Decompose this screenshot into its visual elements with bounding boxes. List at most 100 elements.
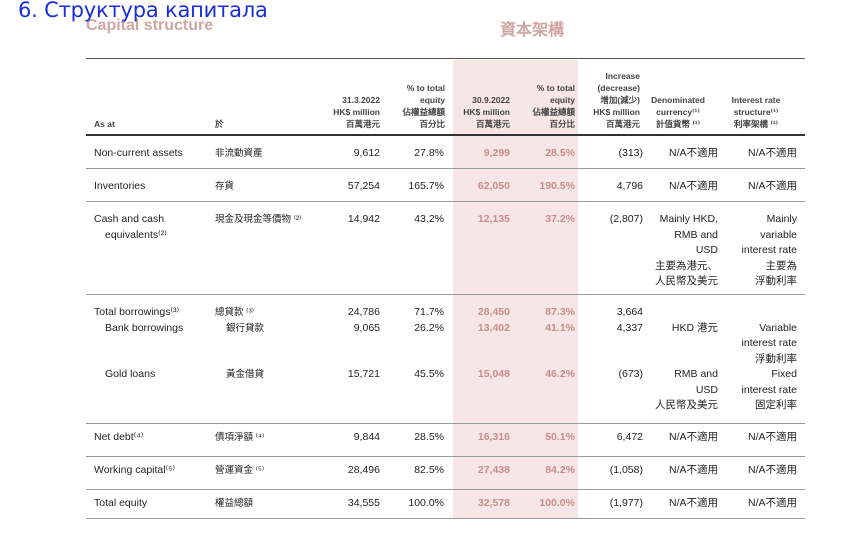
cell-c3: 12,135 — [477, 213, 510, 225]
cell-c4: 37.2% — [545, 213, 575, 225]
cell-en: Total borrowings⁽³⁾ — [94, 306, 180, 318]
cell-c7: N/A不適用 — [747, 464, 797, 476]
cell-en: Bank borrowings — [105, 321, 184, 334]
cell-zh: 營運資金 ⁽⁵⁾ — [215, 465, 265, 476]
header-col7-line: Interest rate — [731, 95, 781, 105]
cell-c1: 9,612 — [353, 147, 380, 159]
cell-zh: 非流動資產 — [215, 148, 263, 159]
cell-c3: 16,316 — [477, 431, 510, 443]
cell-c1: 28,496 — [347, 464, 380, 476]
header-col3-line: HK$ million — [463, 107, 510, 117]
cell-c6: USD — [695, 244, 718, 256]
header-col5-line: (decrease) — [597, 83, 640, 93]
cell-c7: N/A不適用 — [747, 180, 797, 192]
header-col2-line: equity — [419, 95, 445, 105]
cell-c7: 主要為 — [765, 259, 798, 272]
row-divider — [86, 489, 805, 490]
cell-c7: Fixed — [771, 368, 797, 380]
section-title-zh: 資本架構 — [500, 22, 565, 39]
cell-en: Net debt⁽⁴⁾ — [94, 431, 144, 443]
cell-c5: (1,058) — [609, 464, 643, 476]
cell-c3: 27,438 — [477, 464, 510, 476]
header-col6-line: currency⁽¹⁾ — [656, 107, 700, 117]
cell-en: Gold loans — [105, 368, 156, 380]
header-col5-line: Increase — [605, 71, 641, 81]
cell-c6: N/A不適用 — [668, 464, 718, 476]
cell-c4: 87.3% — [545, 306, 575, 318]
cell-c2: 100.0% — [408, 497, 444, 509]
cell-c5: (673) — [618, 368, 643, 380]
cell-c7: 固定利率 — [755, 399, 797, 411]
header-col2-line: % to total — [406, 83, 445, 93]
header-col1-line: 百萬港元 — [345, 119, 380, 129]
cell-c6: N/A不適用 — [668, 147, 718, 159]
header-col7-line: 利率架構 ⁽¹⁾ — [733, 119, 779, 129]
header-col5-line: 增加(減少) — [600, 95, 640, 105]
cell-c1: 57,254 — [347, 180, 380, 192]
header-col4-line: equity — [549, 95, 575, 105]
row-divider — [86, 518, 805, 519]
cell-en: Inventories — [94, 180, 146, 192]
header-col4-line: 佔權益總額 — [532, 107, 575, 117]
cell-zh: 現金及現金等價物 ⁽²⁾ — [215, 214, 302, 225]
cell-c7: Variable — [759, 321, 797, 334]
cell-c2: 45.5% — [414, 368, 444, 380]
cell-c7: N/A不適用 — [747, 497, 797, 509]
cell-c7: N/A不適用 — [747, 431, 797, 443]
cell-c6: RMB and — [674, 228, 718, 241]
cell-zh: 總貸款 ⁽³⁾ — [215, 307, 254, 318]
cell-c7: N/A不適用 — [747, 147, 797, 159]
cell-c3: 13,402 — [477, 321, 510, 334]
cell-c2: 28.5% — [414, 431, 444, 443]
highlight-column — [453, 60, 578, 518]
cell-c3: 15,048 — [477, 368, 510, 380]
cell-c6: RMB and — [674, 368, 718, 380]
cell-c1: 24,786 — [347, 306, 380, 318]
header-col1-line: 31.3.2022 — [342, 95, 380, 105]
cell-c5: 6,472 — [616, 431, 643, 443]
cell-c7: variable — [760, 228, 797, 241]
cell-c1: 9,844 — [353, 431, 380, 443]
cell-c4: 41.1% — [545, 321, 575, 334]
cell-c1: 15,721 — [347, 368, 380, 380]
header-col3-line: 百萬港元 — [475, 119, 510, 129]
cell-c6: N/A不適用 — [668, 497, 718, 509]
cell-c3: 32,578 — [477, 497, 510, 509]
header-as-at: As at — [94, 119, 115, 129]
table-header-rule — [86, 134, 805, 136]
row-divider — [86, 201, 805, 202]
cell-en: Non-current assets — [94, 147, 183, 159]
cell-zh: 黃金借貸 — [226, 369, 265, 380]
cell-c2: 26.2% — [414, 321, 444, 334]
overlay-title: 6. Структура капитала — [18, 0, 268, 22]
cell-en: Working capital⁽⁵⁾ — [94, 464, 176, 476]
cell-c4: 50.1% — [545, 431, 575, 443]
cell-c4: 28.5% — [545, 147, 575, 159]
header-col4-line: % to total — [536, 83, 575, 93]
cell-c6: 人民幣及美元 — [655, 399, 718, 411]
cell-c2: 165.7% — [408, 180, 444, 192]
section-title-en: Capital structure — [86, 17, 214, 34]
header-col6-line: Denominated — [651, 95, 705, 105]
table-top-rule — [86, 58, 805, 59]
cell-c4: 46.2% — [545, 368, 575, 380]
cell-c6: N/A不適用 — [668, 431, 718, 443]
cell-c7: 浮動利率 — [755, 275, 797, 287]
row-divider — [86, 294, 805, 295]
cell-c4: 100.0% — [539, 497, 575, 509]
header-col6-line: 計值貨幣 ⁽¹⁾ — [655, 119, 701, 129]
header-col1-line: HK$ million — [333, 107, 380, 117]
header-col4-line: 百分比 — [549, 119, 575, 129]
cell-c7: Mainly — [766, 213, 797, 225]
cell-c7: interest rate — [741, 244, 797, 256]
cell-en: Total equity — [94, 497, 148, 509]
cell-c1: 9,065 — [353, 321, 380, 334]
cell-c3: 62,050 — [477, 180, 510, 192]
cell-c6: 人民幣及美元 — [655, 275, 718, 287]
cell-c5: (2,807) — [609, 213, 643, 225]
cell-c3: 28,450 — [477, 306, 510, 318]
cell-c6: N/A不適用 — [668, 180, 718, 192]
cell-c5: 4,337 — [616, 321, 643, 334]
header-col2-line: 佔權益總額 — [402, 107, 445, 117]
cell-c2: 43.2% — [414, 213, 444, 225]
